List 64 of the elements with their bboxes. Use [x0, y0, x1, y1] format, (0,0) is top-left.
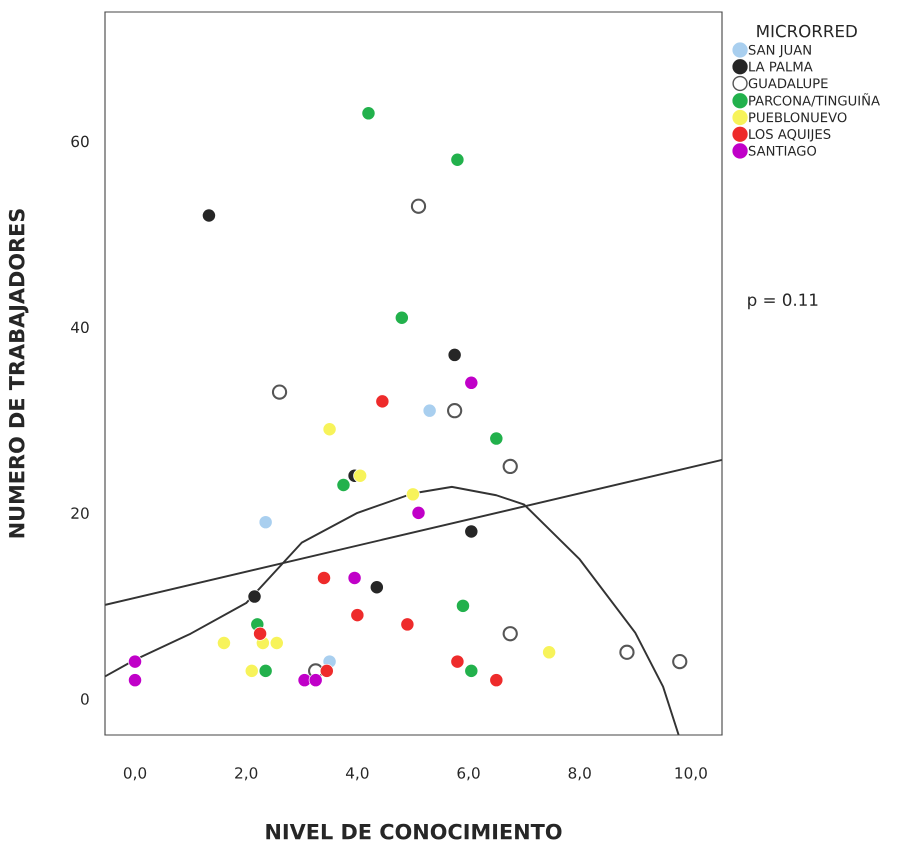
point [317, 571, 331, 585]
y-tick-label: 40 [71, 322, 89, 334]
point [350, 608, 364, 622]
legend-label: LA PALMA [749, 62, 813, 72]
point [308, 673, 323, 688]
point [489, 432, 504, 446]
point [456, 598, 470, 613]
point [253, 626, 268, 641]
legend-label: PARCONA/TINGUIÑA [749, 93, 880, 107]
x-tick-label: 10,0 [676, 767, 707, 780]
point [542, 645, 556, 660]
y-axis-title: NUMERO DE TRABAJADORES [8, 209, 28, 538]
y-tick-label: 60 [71, 136, 89, 148]
point [619, 644, 635, 660]
x-tick-label: 6,0 [457, 767, 480, 780]
point [489, 673, 504, 688]
point [348, 571, 362, 585]
legend-label: SANTIAGO [748, 146, 816, 156]
point [410, 198, 426, 214]
point [450, 152, 464, 167]
point [502, 458, 518, 474]
text: p = 0.11 [748, 293, 818, 310]
x-tick-label: 0,0 [124, 767, 146, 780]
point [322, 422, 337, 436]
point [400, 617, 414, 632]
point [464, 376, 478, 390]
point [248, 590, 262, 604]
point [202, 208, 216, 222]
x-tick-label: 8,0 [568, 767, 591, 780]
legend-title: MICRORRED [757, 24, 857, 38]
x-tick-label: 2,0 [235, 767, 258, 780]
point [362, 106, 376, 120]
point [375, 394, 390, 408]
point [672, 654, 688, 670]
point [128, 673, 142, 688]
x-tick-label: 4,0 [346, 767, 368, 780]
x-axis-title: NIVEL DE CONOCIMIENTO [266, 824, 562, 840]
legend-label: SAN JUAN [748, 44, 811, 58]
point [447, 403, 462, 418]
point [217, 636, 231, 650]
legend-label: GUADALUPE [748, 78, 828, 88]
legend-label: LOS AQUIJES [749, 129, 830, 142]
point [128, 654, 142, 669]
point [258, 664, 273, 678]
point [394, 310, 409, 325]
legend-label: PUEBLONUEVO [749, 112, 847, 122]
point [412, 506, 426, 520]
point [450, 654, 464, 669]
point [272, 384, 288, 400]
point [336, 478, 350, 492]
point [422, 404, 437, 418]
point [270, 636, 284, 650]
point [258, 515, 273, 530]
y-tick-label: 0 [81, 693, 89, 705]
point [320, 664, 334, 678]
point [502, 626, 518, 642]
point [464, 664, 478, 678]
point [244, 664, 259, 678]
point [370, 580, 384, 594]
point [406, 487, 420, 502]
point [353, 468, 368, 483]
point [464, 524, 478, 538]
point [448, 348, 462, 362]
y-tick-label: 20 [71, 507, 89, 519]
